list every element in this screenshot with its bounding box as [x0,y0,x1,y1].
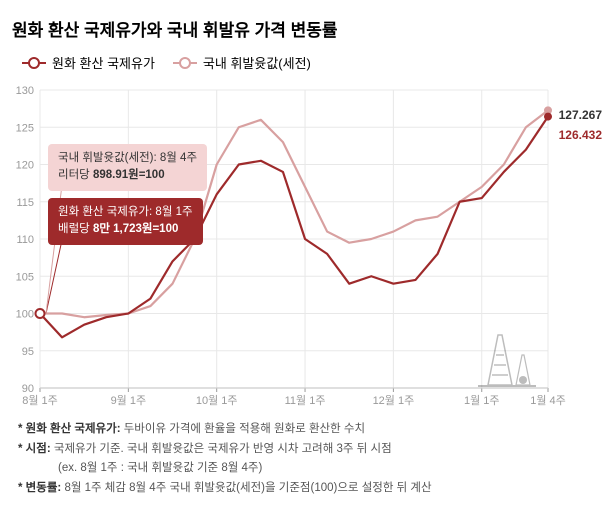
svg-text:105: 105 [16,271,34,283]
callout-pink-line1: 국내 휘발윳값(세전): 8월 4주 [58,150,197,167]
chart-area: 127.267 126.432 국내 휘발윳값(세전): 8월 4주 리터당 8… [12,80,604,410]
footnote-2-indent: (ex. 8월 1주 : 국내 휘발윳값 기준 8월 4주) [18,459,604,479]
footnote-2: * 시점: 국제유가 기준. 국내 휘발윳값은 국제유가 반영 시차 고려해 3… [18,440,604,460]
fn3-text: 8월 1주 체감 8월 4주 국내 휘발윳값(세전)을 기준점(100)으로 설… [61,482,431,494]
svg-text:90: 90 [22,383,34,395]
svg-text:9월 1주: 9월 1주 [111,394,147,407]
footnotes: * 원화 환산 국제유가: 두바이유 가격에 환율을 적용해 원화로 환산한 수… [12,420,604,498]
callout-pink-bold: 898.91원=100 [93,169,165,181]
end-label-series2: 127.267 [559,108,602,122]
svg-text:110: 110 [16,234,34,246]
line-chart: 90 95 100 105 110 115 120 125 130 8월 1주 9월 1주 10월 1… [12,80,604,410]
svg-text:100: 100 [16,309,34,321]
svg-text:10월 1주: 10월 1주 [196,394,238,407]
callout-red-pre: 배럴당 [58,223,93,235]
end-label-series1: 126.432 [559,128,602,142]
legend-marker-1 [22,62,46,64]
legend-label-1: 원화 환산 국제유가 [52,53,155,72]
footnote-1: * 원화 환산 국제유가: 두바이유 가격에 환율을 적용해 원화로 환산한 수… [18,420,604,440]
fn2-text: 국제유가 기준. 국내 휘발윳값은 국제유가 반영 시차 고려해 3주 뒤 시점 [51,443,392,455]
fn2-label: * 시점: [18,443,51,455]
chart-title: 원화 환산 국제유가와 국내 휘발유 가격 변동률 [12,16,604,41]
callout-red-bold: 8만 1,723원=100 [93,223,178,235]
fn1-label: * 원화 환산 국제유가: [18,423,121,435]
svg-text:130: 130 [16,85,34,97]
callout-red-line2: 배럴당 8만 1,723원=100 [58,221,193,238]
svg-text:120: 120 [16,160,34,172]
svg-text:8월 1주: 8월 1주 [22,394,58,407]
callout-oil: 원화 환산 국제유가: 8월 1주 배럴당 8만 1,723원=100 [48,198,203,245]
svg-text:12월 1주: 12월 1주 [373,394,415,407]
svg-text:1월 1주: 1월 1주 [464,394,500,407]
svg-text:1월 4주: 1월 4주 [530,394,566,407]
callout-pink-pre: 리터당 [58,169,93,181]
fn1-text: 두바이유 가격에 환율을 적용해 원화로 환산한 수치 [121,423,366,435]
legend-item-1: 원화 환산 국제유가 [22,53,155,72]
callout-pink-line2: 리터당 898.91원=100 [58,167,197,184]
callout-red-line1: 원화 환산 국제유가: 8월 1주 [58,204,193,221]
legend-item-2: 국내 휘발윳값(세전) [173,53,311,72]
legend-marker-2 [173,62,197,64]
svg-text:11월 1주: 11월 1주 [285,394,326,407]
fn3-label: * 변동률: [18,482,61,494]
svg-text:95: 95 [22,346,34,358]
legend-label-2: 국내 휘발윳값(세전) [203,53,311,72]
svg-text:125: 125 [16,122,34,134]
svg-text:115: 115 [16,197,34,209]
callout-gasoline: 국내 휘발윳값(세전): 8월 4주 리터당 898.91원=100 [48,144,207,191]
footnote-3: * 변동률: 8월 1주 체감 8월 4주 국내 휘발윳값(세전)을 기준점(1… [18,479,604,499]
legend: 원화 환산 국제유가 국내 휘발윳값(세전) [12,53,604,72]
